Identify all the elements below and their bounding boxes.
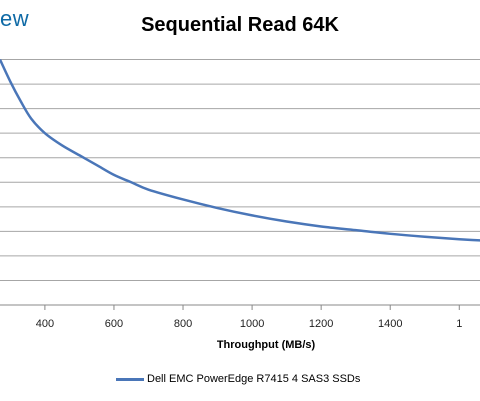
x-tick-label: 1 [456, 318, 462, 330]
x-axis-title: Throughput (MB/s) [217, 339, 316, 351]
brand-logo-fragment: ew [0, 6, 30, 31]
x-tick-label: 1200 [309, 318, 333, 330]
x-tick-label: 1000 [240, 318, 264, 330]
legend-series-swatch [116, 377, 144, 381]
x-tick-label: 1400 [378, 318, 402, 330]
x-tick-label: 800 [174, 318, 192, 330]
chart-legend: Dell EMC PowerEdge R7415 4 SAS3 SSDs [116, 373, 360, 385]
chart-title: Sequential Read 64K [141, 14, 339, 36]
x-tick-label: 600 [105, 318, 123, 330]
x-tick-label: 400 [36, 318, 54, 330]
series-line [0, 59, 480, 242]
legend-series-label: Dell EMC PowerEdge R7415 4 SAS3 SSDs [147, 373, 361, 385]
